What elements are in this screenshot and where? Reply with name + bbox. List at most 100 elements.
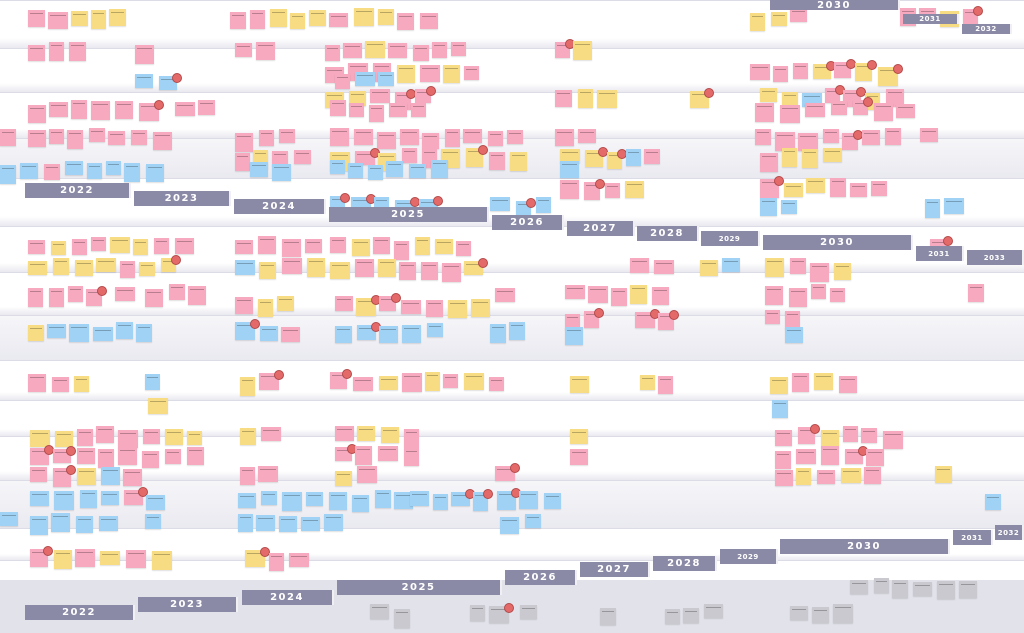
sticky-note[interactable]	[115, 287, 135, 301]
sticky-note[interactable]	[765, 258, 784, 277]
sticky-note[interactable]	[937, 581, 955, 599]
sticky-note[interactable]	[51, 241, 66, 255]
sticky-note[interactable]	[146, 164, 164, 182]
sticky-note[interactable]	[379, 326, 398, 343]
sticky-note[interactable]	[145, 514, 161, 529]
sticky-note[interactable]	[240, 467, 255, 485]
sticky-note[interactable]	[118, 447, 137, 465]
sticky-note[interactable]	[843, 426, 858, 442]
sticky-note[interactable]	[259, 262, 276, 279]
sticky-note[interactable]	[98, 449, 114, 468]
sticky-note[interactable]	[49, 102, 68, 117]
sticky-note[interactable]	[131, 130, 147, 145]
sticky-note[interactable]	[53, 258, 69, 275]
sticky-note[interactable]	[755, 103, 774, 122]
sticky-note[interactable]	[123, 469, 142, 486]
sticky-note[interactable]	[198, 100, 215, 115]
sticky-note[interactable]	[792, 373, 809, 392]
sticky-note[interactable]	[365, 41, 385, 58]
sticky-note[interactable]	[411, 103, 426, 117]
sticky-note[interactable]	[489, 377, 504, 391]
sticky-note[interactable]	[335, 74, 350, 89]
sticky-note[interactable]	[565, 285, 585, 299]
sticky-note[interactable]	[886, 89, 904, 107]
sticky-note[interactable]	[874, 578, 889, 593]
sticky-note[interactable]	[658, 376, 673, 394]
sticky-note[interactable]	[442, 263, 461, 282]
sticky-note[interactable]	[944, 198, 964, 214]
sticky-note[interactable]	[968, 284, 984, 302]
sticky-note[interactable]	[355, 72, 375, 86]
sticky-note[interactable]	[814, 373, 833, 390]
sticky-note[interactable]	[544, 493, 561, 509]
sticky-note[interactable]	[420, 13, 438, 29]
sticky-note[interactable]	[402, 373, 422, 392]
sticky-note[interactable]	[349, 91, 366, 106]
sticky-note[interactable]	[335, 326, 352, 343]
sticky-note[interactable]	[87, 163, 102, 179]
sticky-note[interactable]	[169, 284, 185, 300]
sticky-note[interactable]	[520, 605, 537, 619]
sticky-note[interactable]	[445, 129, 460, 147]
sticky-note[interactable]	[330, 237, 346, 253]
sticky-note[interactable]	[388, 43, 407, 58]
sticky-note[interactable]	[49, 42, 64, 61]
sticky-note[interactable]	[28, 240, 45, 254]
sticky-note[interactable]	[187, 447, 204, 465]
sticky-note[interactable]	[821, 430, 839, 447]
sticky-note[interactable]	[570, 449, 588, 465]
sticky-note[interactable]	[433, 494, 448, 510]
sticky-note[interactable]	[862, 130, 880, 145]
sticky-note[interactable]	[77, 448, 95, 464]
sticky-note[interactable]	[394, 492, 413, 509]
sticky-note[interactable]	[55, 431, 73, 447]
sticky-note[interactable]	[51, 513, 70, 532]
sticky-note[interactable]	[187, 431, 202, 445]
sticky-note[interactable]	[272, 151, 288, 166]
sticky-note[interactable]	[77, 468, 96, 485]
sticky-note[interactable]	[69, 42, 86, 61]
sticky-note[interactable]	[354, 8, 374, 26]
sticky-note[interactable]	[335, 296, 353, 311]
sticky-note[interactable]	[20, 163, 38, 179]
sticky-note[interactable]	[913, 582, 932, 596]
sticky-note[interactable]	[750, 64, 770, 80]
sticky-note[interactable]	[626, 149, 641, 166]
sticky-note[interactable]	[258, 236, 276, 254]
sticky-note[interactable]	[422, 133, 439, 149]
sticky-note[interactable]	[555, 129, 574, 146]
sticky-note[interactable]	[811, 284, 826, 299]
sticky-note[interactable]	[142, 451, 159, 468]
sticky-note[interactable]	[925, 199, 940, 218]
sticky-note[interactable]	[560, 149, 580, 163]
sticky-note[interactable]	[48, 12, 68, 29]
sticky-note[interactable]	[509, 322, 525, 340]
sticky-note[interactable]	[290, 13, 305, 29]
sticky-note[interactable]	[354, 129, 373, 145]
sticky-note[interactable]	[96, 258, 116, 272]
sticky-note[interactable]	[823, 129, 839, 143]
sticky-note[interactable]	[294, 150, 311, 164]
sticky-note[interactable]	[52, 377, 69, 392]
sticky-note[interactable]	[188, 286, 206, 305]
sticky-note[interactable]	[760, 198, 777, 216]
sticky-note[interactable]	[896, 104, 915, 118]
sticky-note[interactable]	[378, 72, 394, 86]
sticky-note[interactable]	[640, 375, 655, 390]
sticky-note[interactable]	[68, 286, 83, 302]
sticky-note[interactable]	[282, 239, 301, 257]
sticky-note[interactable]	[404, 448, 419, 466]
sticky-note[interactable]	[305, 239, 322, 253]
sticky-note[interactable]	[560, 161, 579, 178]
sticky-note[interactable]	[488, 131, 503, 146]
sticky-note[interactable]	[279, 516, 297, 532]
sticky-note[interactable]	[790, 258, 806, 274]
sticky-note[interactable]	[377, 132, 396, 149]
sticky-note[interactable]	[282, 258, 302, 274]
sticky-note[interactable]	[329, 13, 348, 27]
sticky-note[interactable]	[175, 102, 195, 116]
sticky-note[interactable]	[611, 288, 627, 306]
sticky-note[interactable]	[108, 131, 125, 145]
sticky-note[interactable]	[69, 324, 89, 342]
